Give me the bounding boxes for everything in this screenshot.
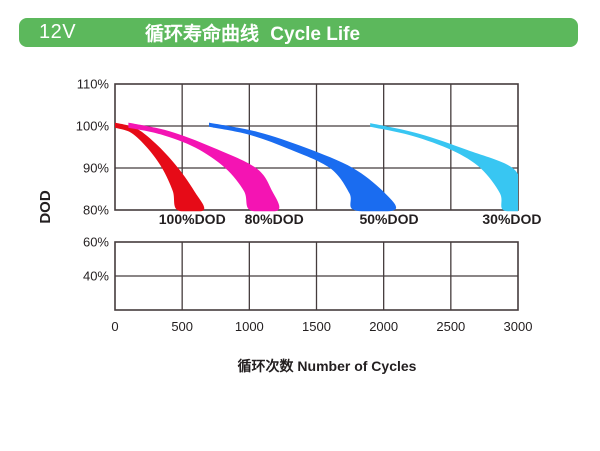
x-tick: 3000 bbox=[504, 319, 533, 334]
y-tick-upper: 90% bbox=[83, 161, 109, 176]
x-tick: 1000 bbox=[235, 319, 264, 334]
band-dod-50 bbox=[209, 122, 397, 212]
x-tick: 0 bbox=[111, 319, 118, 334]
y-tick-lower: 60% bbox=[83, 235, 109, 250]
chart-title-en: Cycle Life bbox=[270, 24, 361, 45]
y-tick-lower: 40% bbox=[83, 269, 109, 284]
chart-title-zh: 循环寿命曲线 bbox=[145, 24, 260, 45]
y-axis-title: DOD bbox=[37, 190, 54, 224]
y-tick-upper: 80% bbox=[83, 203, 109, 218]
band-labels: 100%DOD 80%DOD 50%DOD 30%DOD bbox=[159, 211, 542, 227]
band-label-dod-100: 100%DOD bbox=[159, 211, 226, 227]
band-label-dod-50: 50%DOD bbox=[359, 211, 418, 227]
dod-bands bbox=[115, 122, 518, 212]
grid-upper bbox=[114, 83, 519, 211]
chart-title: 循环寿命曲线 Cycle Life bbox=[145, 19, 360, 46]
x-tick: 1500 bbox=[302, 319, 331, 334]
x-tick: 2000 bbox=[369, 319, 398, 334]
band-dod-100 bbox=[115, 122, 205, 212]
x-axis-labels: 0 500 1000 1500 2000 2500 3000 bbox=[111, 319, 532, 334]
band-dod-30 bbox=[370, 123, 518, 212]
grid-lower bbox=[114, 241, 519, 311]
y-tick-upper: 100% bbox=[76, 119, 110, 134]
model-label: 12V bbox=[39, 21, 77, 43]
y-tick-upper: 110% bbox=[77, 77, 110, 92]
band-label-dod-80: 80%DOD bbox=[245, 211, 304, 227]
x-axis-title: 循环次数 Number of Cycles bbox=[238, 358, 417, 374]
x-tick: 500 bbox=[171, 319, 193, 334]
y-axis-labels: 110% 100% 90% 80% 60% 40% bbox=[76, 77, 110, 284]
x-tick: 2500 bbox=[436, 319, 465, 334]
header-bar: 12V 循环寿命曲线 Cycle Life bbox=[19, 18, 578, 47]
band-label-dod-30: 30%DOD bbox=[482, 211, 541, 227]
band-dod-80 bbox=[128, 122, 280, 212]
